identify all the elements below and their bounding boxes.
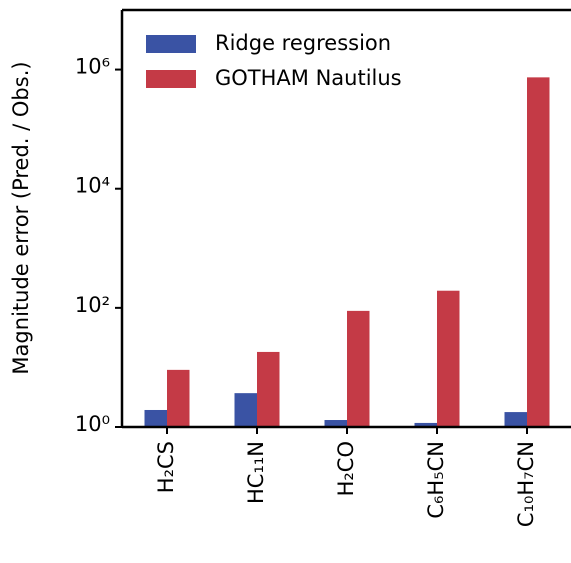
bar: [257, 351, 280, 427]
x-tick-label: C₆H₅CN: [424, 441, 448, 519]
legend-swatch: [146, 70, 196, 88]
y-tick-label: 10⁶: [75, 55, 110, 79]
bar: [414, 422, 437, 427]
x-tick-label: HC₁₁N: [244, 441, 268, 504]
bar: [437, 290, 460, 427]
y-tick-label: 10⁴: [75, 174, 110, 198]
y-axis-label: Magnitude error (Pred. / Obs.): [9, 61, 33, 374]
bar: [527, 77, 550, 427]
bar: [347, 310, 370, 427]
bar: [504, 412, 527, 427]
legend-swatch: [146, 35, 196, 53]
bar: [234, 393, 257, 427]
bar: [144, 409, 167, 427]
x-tick-label: H₂CO: [334, 441, 358, 496]
bar: [324, 420, 347, 427]
x-tick-label: H₂CS: [154, 441, 178, 493]
legend-label: Ridge regression: [215, 31, 391, 55]
x-tick-label: C₁₀H₇CN: [514, 441, 538, 527]
y-tick-label: 10⁰: [75, 412, 110, 436]
legend-label: GOTHAM Nautilus: [215, 66, 402, 90]
bar: [167, 369, 190, 427]
y-tick-label: 10²: [75, 293, 110, 317]
